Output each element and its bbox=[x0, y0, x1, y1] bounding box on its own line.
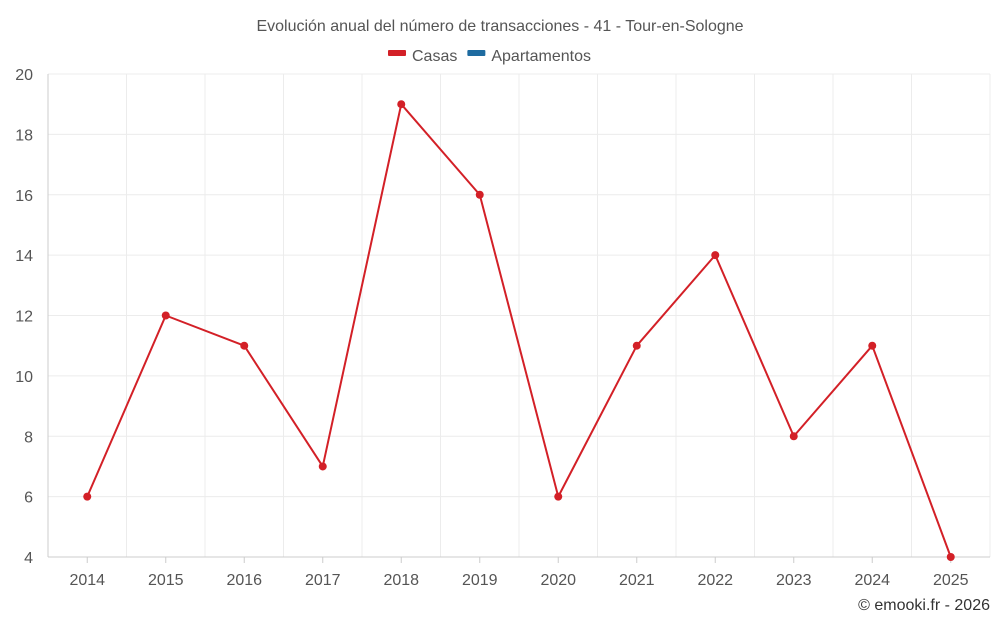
legend-swatch-1 bbox=[467, 50, 486, 56]
x-tick-label: 2021 bbox=[619, 572, 655, 589]
data-point bbox=[83, 492, 92, 501]
x-tick-label: 2022 bbox=[697, 572, 733, 589]
y-tick-label: 8 bbox=[24, 429, 33, 446]
data-point bbox=[632, 341, 641, 350]
data-point bbox=[711, 251, 720, 260]
y-tick-label: 12 bbox=[15, 309, 33, 326]
x-tick-label: 2025 bbox=[933, 572, 969, 589]
x-tick-label: 2015 bbox=[148, 572, 184, 589]
data-point bbox=[397, 100, 406, 109]
axes: 4 6 8 10 12 14 16 18 20 2014 2015 2016 2017 2018 2019 2… bbox=[15, 67, 990, 589]
x-tick-label: 2017 bbox=[305, 572, 341, 589]
y-tick-label: 10 bbox=[15, 369, 33, 386]
data-point bbox=[318, 462, 327, 471]
series-line-0 bbox=[86, 103, 952, 558]
y-tick-label: 4 bbox=[24, 550, 33, 567]
data-point bbox=[161, 311, 170, 320]
grid bbox=[47, 73, 991, 558]
x-tick-label: 2019 bbox=[462, 572, 498, 589]
y-tick-label: 20 bbox=[15, 67, 33, 84]
y-tick-label: 14 bbox=[15, 248, 33, 265]
data-point bbox=[868, 341, 877, 350]
data-point bbox=[946, 553, 955, 561]
legend: Casas Apartamentos bbox=[388, 48, 591, 65]
x-tick-label: 2024 bbox=[854, 572, 890, 589]
y-tick-label: 6 bbox=[24, 490, 33, 507]
data-point bbox=[475, 190, 484, 199]
data-point bbox=[789, 432, 798, 441]
x-tick-label: 2023 bbox=[776, 572, 812, 589]
data-point bbox=[240, 341, 249, 350]
y-tick-label: 16 bbox=[15, 188, 33, 205]
x-tick-label: 2018 bbox=[383, 572, 419, 589]
y-tick-label: 18 bbox=[15, 127, 33, 144]
x-tick-label: 2014 bbox=[69, 572, 105, 589]
legend-swatch-0 bbox=[388, 50, 406, 56]
data-point bbox=[554, 492, 563, 501]
credit-text: © emooki.fr - 2026 bbox=[858, 597, 990, 614]
x-tick-label: 2020 bbox=[540, 572, 576, 589]
series-layer bbox=[83, 100, 955, 561]
legend-label-0: Casas bbox=[412, 48, 457, 65]
legend-label-1: Apartamentos bbox=[491, 48, 591, 65]
chart-title: Evolución anual del número de transaccio… bbox=[256, 18, 743, 35]
x-tick-label: 2016 bbox=[226, 572, 262, 589]
